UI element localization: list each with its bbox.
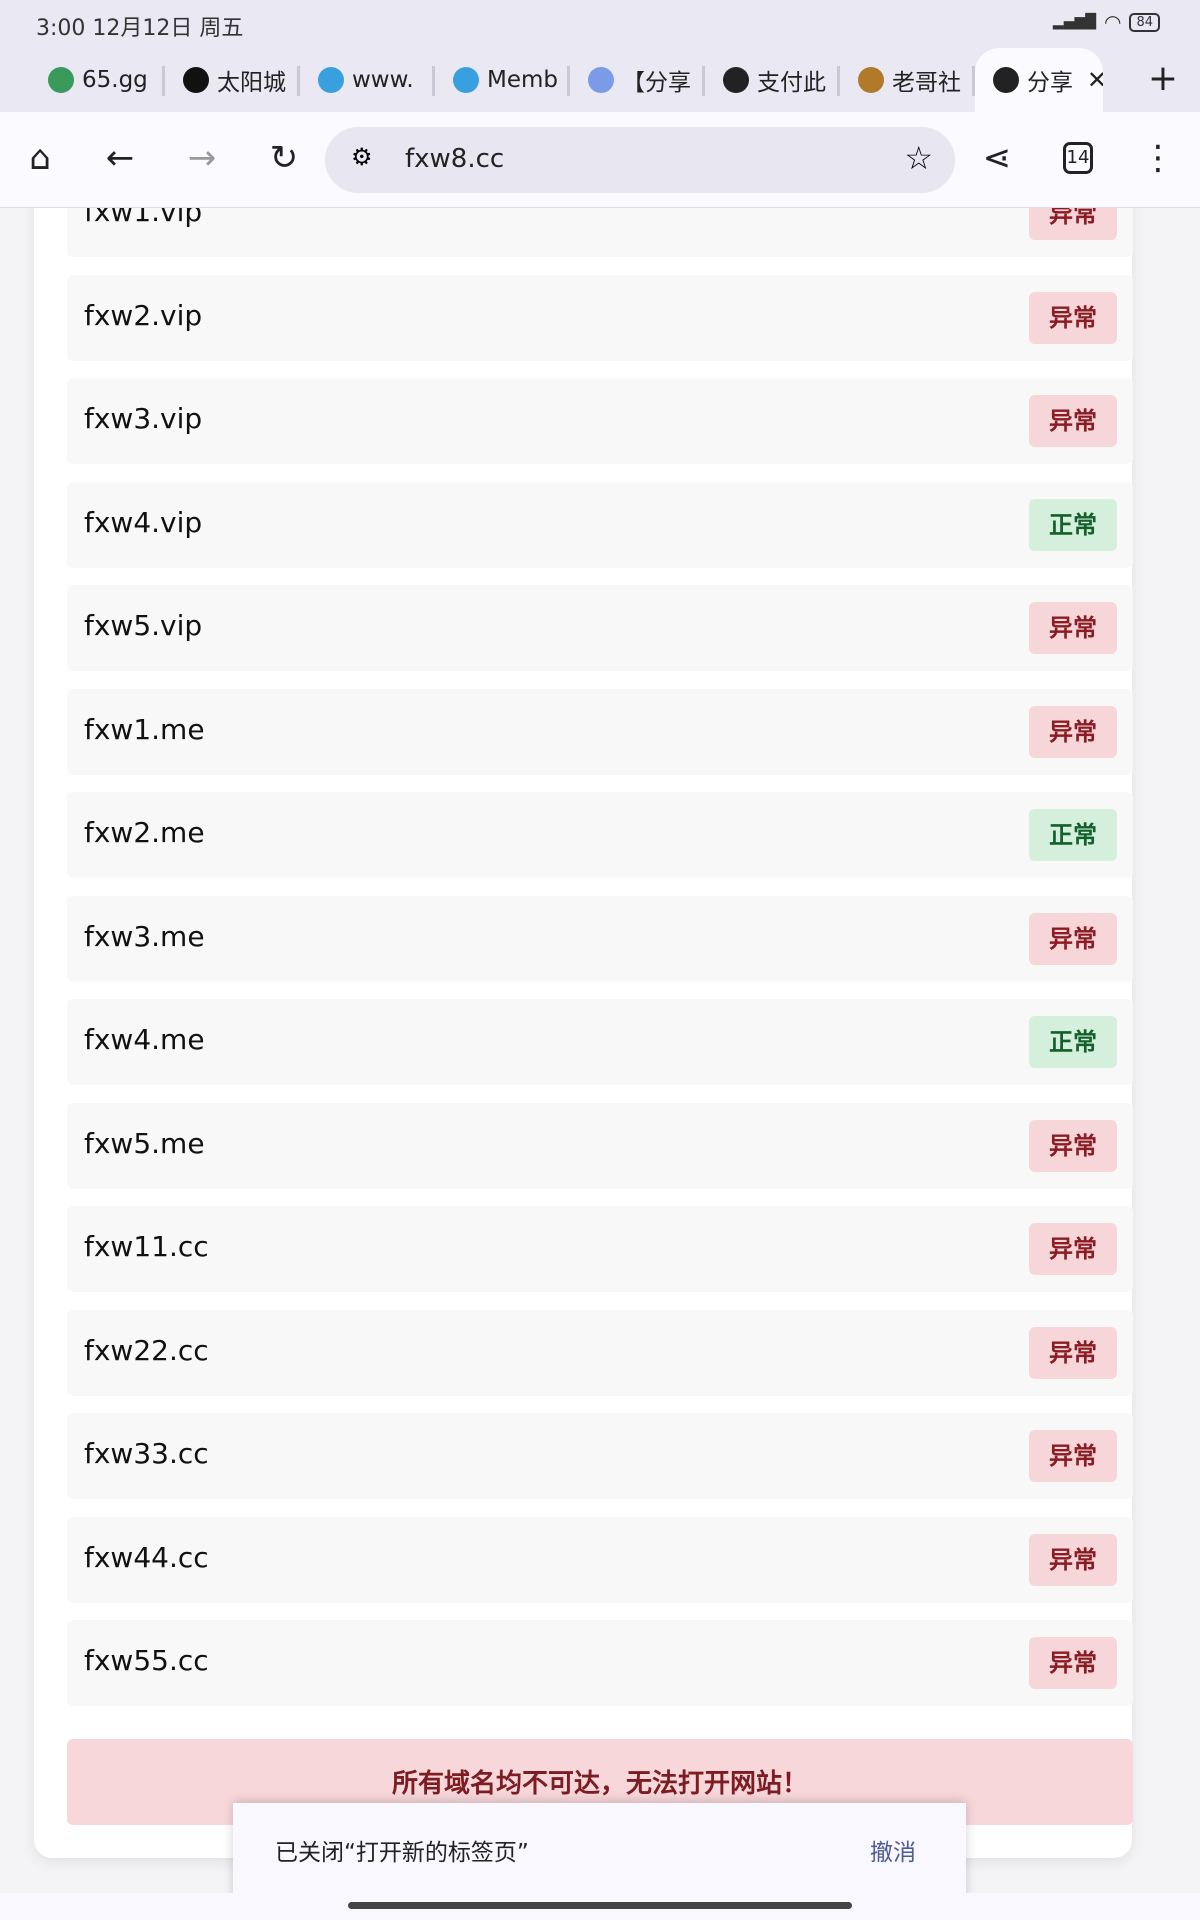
loading-spinner-icon [588, 67, 614, 93]
domain-row: fxw2.me 正常 [67, 792, 1133, 878]
status-badge: 异常 [1029, 1223, 1117, 1275]
reload-icon[interactable]: ↻ [269, 138, 299, 178]
tab-3[interactable]: Memb [435, 48, 570, 112]
tab-6[interactable]: 老哥社 [840, 48, 975, 112]
snackbar: 已关闭“打开新的标签页” 撤消 [233, 1803, 966, 1903]
domain-row: fxw44.cc 异常 [67, 1516, 1133, 1603]
battery-icon: 84 [1129, 12, 1160, 32]
status-badge: 异常 [1029, 912, 1117, 965]
signal-icon: ▂▄▆█ [1052, 14, 1096, 30]
home-icon[interactable]: ⌂ [29, 138, 51, 178]
globe-icon [723, 67, 749, 93]
domain-row: fxw3.me 异常 [67, 895, 1133, 982]
wifi-icon: ◠ [1104, 10, 1122, 34]
tab-0[interactable]: 65.gg [30, 48, 165, 112]
domain-name: fxw4.vip [84, 505, 203, 539]
home-handle[interactable] [348, 1902, 852, 1909]
forward-icon[interactable]: → [187, 138, 217, 178]
domain-row: fxw1.me 异常 [67, 688, 1133, 775]
browser-toolbar: ⌂ ← → ↻ ⚙ fxw8.cc ☆ ⋖ 14 ⋮ [0, 112, 1200, 208]
status-badge: 正常 [1029, 498, 1117, 551]
domain-row: fxw4.vip 正常 [67, 481, 1133, 568]
status-badge: 异常 [1029, 1430, 1117, 1482]
tab-7[interactable]: 分享 ✕ [975, 48, 1103, 112]
status-badge: 异常 [1029, 395, 1117, 447]
system-nav-bar [0, 1893, 1200, 1920]
tab-2[interactable]: www. [300, 48, 435, 112]
site-settings-icon[interactable]: ⚙ [351, 143, 373, 171]
bookmark-star-icon[interactable]: ☆ [904, 139, 933, 177]
tab-label: 老哥社 [892, 70, 961, 96]
status-time: 3:00 12月12日 周五 [36, 16, 244, 41]
domain-name: fxw11.cc [84, 1230, 209, 1263]
tab-label: www. [352, 67, 414, 93]
domain-row: fxw55.cc 异常 [67, 1620, 1133, 1706]
globe-icon [993, 67, 1019, 93]
lotus-icon [453, 67, 479, 93]
undo-button[interactable]: 撤消 [870, 1840, 916, 1866]
domain-row: fxw33.cc 异常 [67, 1413, 1133, 1499]
status-badge: 异常 [1029, 1119, 1117, 1172]
address-bar[interactable]: ⚙ fxw8.cc ☆ [325, 127, 955, 193]
snackbar-message: 已关闭“打开新的标签页” [275, 1840, 529, 1866]
domain-name: fxw5.me [84, 1126, 205, 1160]
bet365-icon [48, 67, 74, 93]
domain-name: fxw1.vip [84, 208, 203, 228]
domain-name: fxw2.me [84, 816, 205, 849]
tab-label: 太阳城 [217, 70, 286, 96]
tab-label: 65.gg [82, 67, 148, 93]
tab-label: 【分享 [622, 70, 691, 96]
tab-label: Memb [487, 67, 558, 93]
domain-row: fxw22.cc 异常 [67, 1309, 1133, 1396]
tab-5[interactable]: 支付此 [705, 48, 840, 112]
domain-name: fxw33.cc [84, 1437, 209, 1470]
domain-name: fxw44.cc [84, 1540, 209, 1574]
tab-label: 支付此 [757, 70, 826, 96]
laoge-logo-icon [858, 67, 884, 93]
status-badge: 异常 [1029, 1533, 1117, 1586]
domain-name: fxw1.me [84, 712, 205, 746]
status-bar: 3:00 12月12日 周五 ▂▄▆█ ◠ 84 [0, 0, 1200, 48]
domain-name: fxw22.cc [84, 1333, 209, 1367]
domain-row: fxw1.vip 异常 [67, 208, 1133, 257]
domain-row: fxw5.me 异常 [67, 1102, 1133, 1189]
domain-name: fxw3.me [84, 919, 205, 953]
domain-name: fxw5.vip [84, 609, 203, 642]
status-badge: 异常 [1029, 291, 1117, 344]
lotus-icon [318, 67, 344, 93]
close-tab-icon[interactable]: ✕ [1087, 66, 1103, 94]
domain-name: fxw2.vip [84, 298, 203, 332]
sun-logo-icon [183, 67, 209, 93]
domain-name: fxw3.vip [84, 402, 203, 435]
status-badge: 异常 [1029, 602, 1117, 654]
share-icon[interactable]: ⋖ [982, 138, 1012, 178]
domain-row: fxw2.vip 异常 [67, 274, 1133, 361]
new-tab-button[interactable]: + [1147, 58, 1178, 99]
status-badge: 正常 [1029, 1016, 1117, 1068]
status-badge: 异常 [1029, 705, 1117, 758]
tab-switcher-button[interactable]: 14 [1063, 142, 1093, 174]
domain-row: fxw4.me 正常 [67, 999, 1133, 1085]
page-content: fxw1.vip 异常 fxw2.vip 异常 fxw3.vip 异常 fxw4.vip 正常… [0, 208, 1200, 1893]
tab-1[interactable]: 太阳城 [165, 48, 300, 112]
status-badge: 异常 [1029, 1637, 1117, 1689]
tab-label: 分享 [1027, 70, 1073, 96]
tab-4[interactable]: 【分享 [570, 48, 705, 112]
status-badge: 异常 [1029, 208, 1117, 240]
back-icon[interactable]: ← [105, 138, 135, 178]
status-badge: 正常 [1029, 809, 1117, 861]
domain-row: fxw11.cc 异常 [67, 1206, 1133, 1292]
domain-name: fxw55.cc [84, 1644, 209, 1677]
domain-row: fxw5.vip 异常 [67, 585, 1133, 671]
domain-list-card: fxw1.vip 异常 fxw2.vip 异常 fxw3.vip 异常 fxw4.vip 正常… [34, 208, 1133, 1858]
url-text[interactable]: fxw8.cc [405, 144, 505, 174]
domain-row: fxw3.vip 异常 [67, 378, 1133, 464]
status-badge: 异常 [1029, 1326, 1117, 1379]
tab-strip: 65.gg 太阳城 www. Memb 【分享 支付此 老哥社 分享 ✕ [0, 48, 1200, 112]
domain-name: fxw4.me [84, 1023, 205, 1056]
menu-icon[interactable]: ⋮ [1141, 138, 1175, 178]
